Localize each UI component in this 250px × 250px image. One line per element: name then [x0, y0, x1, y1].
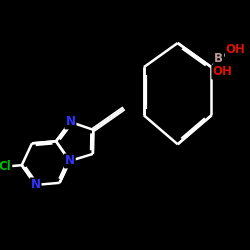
Text: OH: OH	[226, 42, 246, 56]
Text: B: B	[214, 52, 223, 65]
Text: N: N	[30, 178, 40, 192]
Text: N: N	[66, 116, 76, 128]
Text: N: N	[65, 154, 75, 168]
Text: OH: OH	[212, 66, 232, 78]
Text: Cl: Cl	[0, 160, 11, 173]
